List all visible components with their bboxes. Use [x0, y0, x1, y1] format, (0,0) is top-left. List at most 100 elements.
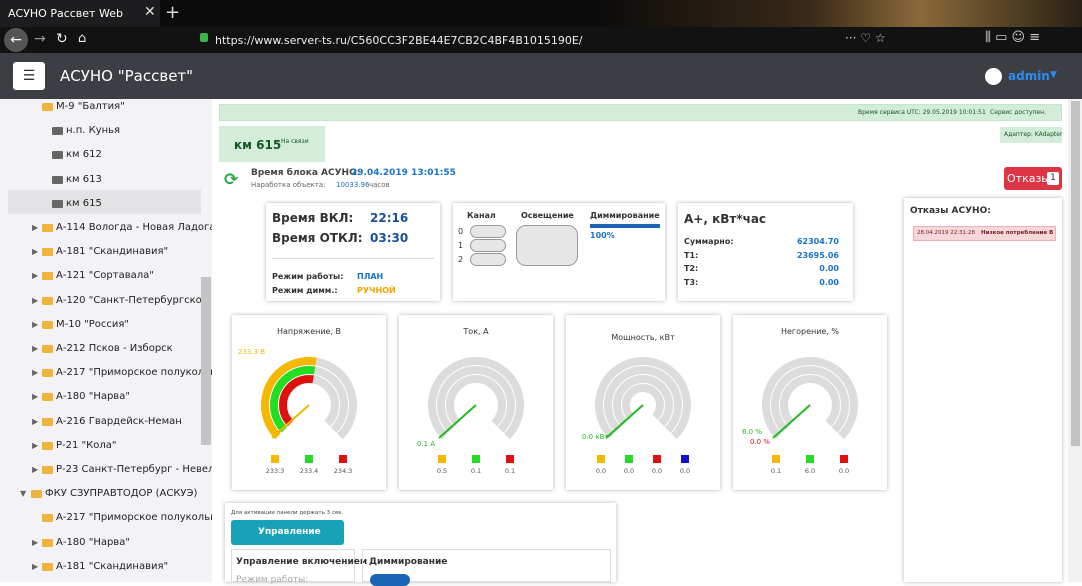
browser-menu[interactable]: ⫼ ▭ ☺ ≡ — [985, 30, 1041, 45]
legend-swatch — [840, 455, 848, 463]
tree-item[interactable]: М-10 "Россия" — [56, 318, 129, 330]
back[interactable]: ← — [4, 28, 28, 52]
legend-swatch — [339, 455, 347, 463]
folder-icon — [42, 296, 53, 305]
energy-value: 62304.70 — [796, 237, 839, 246]
forward[interactable]: → — [34, 31, 46, 47]
tree-item[interactable]: М-9 "Балтия" — [56, 101, 125, 112]
object-box — [219, 126, 325, 162]
gauge-label: 6.0 % — [742, 428, 763, 436]
gauge-dial — [428, 357, 524, 450]
page-scrollbar[interactable] — [1068, 99, 1082, 582]
app-header — [0, 53, 1082, 99]
legend-swatch — [772, 455, 780, 463]
browser-icons[interactable]: ··· ♡ ☆ — [845, 31, 886, 45]
legend-swatch — [653, 455, 661, 463]
gauge-ring — [428, 357, 524, 450]
energy-label: Т3: — [684, 277, 699, 287]
tree-item[interactable]: А-212 Псков - Изборск — [56, 343, 173, 354]
folder-icon — [42, 248, 53, 257]
gauge-card — [566, 315, 720, 490]
folder-icon — [42, 369, 53, 378]
legend-value: 0.1 — [504, 467, 516, 475]
service-time: Время сервиса UTC: 29.05.2019 10:01:51 — [858, 109, 986, 116]
control-button[interactable] — [231, 520, 344, 545]
tree-item[interactable]: А-121 "Сортавала" — [56, 270, 154, 282]
tree-item[interactable]: А-120 "Санкт-Петербургское к — [56, 294, 212, 306]
channel-pill — [470, 225, 506, 238]
reload[interactable]: ↻ — [56, 31, 68, 47]
energy-title: А+, кВт*час — [684, 212, 767, 226]
dim-switch[interactable] — [370, 574, 410, 586]
hours: 10033.96 — [336, 181, 370, 189]
nav-bar — [0, 27, 1082, 53]
tab[interactable] — [0, 0, 160, 27]
gauge-title: Напряжение, В — [276, 327, 342, 336]
dim-label: Режим димм.: — [272, 286, 338, 295]
fault-row[interactable] — [913, 226, 1056, 241]
legend-value: 0.0 — [623, 467, 635, 475]
tree-item[interactable]: км 613 — [66, 173, 102, 185]
gauge-title: Мощность, кВт — [611, 333, 675, 342]
hours-label: Наработка объекта: — [251, 181, 326, 189]
expander: ▶ — [32, 440, 39, 450]
tab-close[interactable]: ✕ — [144, 4, 156, 20]
block-time-label: Время блока АСУНО: — [251, 168, 361, 178]
energy-card — [678, 203, 853, 301]
object-name: км 615 — [234, 138, 282, 152]
mode-cut: Режим работы: — [236, 575, 309, 585]
gauge-ring — [780, 375, 840, 435]
legend-value: 234.3 — [333, 467, 353, 475]
energy-label: Суммарно: — [684, 237, 734, 246]
new-tab[interactable]: + — [165, 2, 181, 23]
tree-item[interactable]: А-180 "Нарва" — [56, 391, 130, 403]
gauge-needle — [605, 404, 644, 439]
tree-item[interactable]: А-181 "Скандинавия" — [56, 560, 169, 572]
legend-value: 6.0 — [804, 467, 816, 475]
tree-item[interactable]: А-216 Гвардейск-Неман — [56, 415, 182, 427]
tree-item[interactable]: А-217 "Приморское полукольц — [56, 367, 212, 379]
tree-item[interactable]: км 615 — [66, 197, 102, 209]
legend-value: 0.5 — [436, 467, 448, 475]
tree-item[interactable]: А-217 "Приморское полукольц — [56, 512, 212, 524]
tree-item[interactable]: А-114 Вологда - Новая Ладога — [56, 222, 212, 233]
gauge-label: 0.0 кВт — [582, 433, 609, 441]
url[interactable]: https://www.server-ts.ru/C560CC3F2BE44E7… — [215, 34, 583, 47]
faults-title: Отказы АСУНО: — [910, 206, 991, 216]
channel-num: 0 — [458, 227, 464, 236]
tree-item[interactable]: н.п. Кунья — [66, 125, 121, 137]
legend-swatch — [597, 455, 605, 463]
app-title: АСУНО "Рассвет" — [60, 67, 194, 85]
refresh[interactable]: ⟳ — [224, 170, 239, 190]
folder-icon — [42, 417, 53, 426]
folder-icon — [31, 490, 42, 499]
tree-item[interactable]: Р-21 "Кола" — [56, 439, 117, 451]
block-time: 29.04.2019 13:01:55 — [351, 168, 456, 178]
channel-title: Канал — [467, 211, 496, 220]
fault-time: 28.04.2019 22:31:28 — [917, 230, 975, 236]
folder-icon — [42, 103, 53, 111]
off-label: Время ОТКЛ: — [272, 231, 363, 245]
expander: ▶ — [32, 392, 39, 402]
dim-box-title: Диммирование — [369, 557, 448, 567]
legend-value: 233.4 — [299, 467, 319, 475]
legend-swatch — [271, 455, 279, 463]
user-caret[interactable]: ▼ — [1050, 70, 1057, 80]
tree-item[interactable]: км 612 — [66, 149, 102, 161]
tree-item[interactable]: Р-23 Санкт-Петербург - Невел — [56, 464, 212, 475]
status-bar — [219, 104, 1062, 121]
home[interactable]: ⌂ — [78, 31, 87, 46]
control-hint: Для активации панели держать 3 сек. — [231, 510, 344, 516]
legend-value: 233.3 — [265, 467, 285, 475]
expander: ▼ — [20, 489, 27, 499]
tree-item[interactable]: ФКУ СЗУПРАВТОДОР (АСКУЭ) — [45, 488, 198, 500]
sidebar-scrollbar[interactable] — [201, 277, 211, 445]
tree-item[interactable]: А-181 "Скандинавия" — [56, 246, 169, 258]
legend-value: 0.0 — [651, 467, 663, 475]
menu-button[interactable]: ☰ — [13, 62, 45, 90]
expander: ▶ — [32, 295, 39, 305]
user-name[interactable]: admin — [1008, 69, 1050, 83]
tree-item[interactable]: А-180 "Нарва" — [56, 536, 130, 548]
legend-swatch — [472, 455, 480, 463]
faults-panel — [904, 198, 1062, 582]
